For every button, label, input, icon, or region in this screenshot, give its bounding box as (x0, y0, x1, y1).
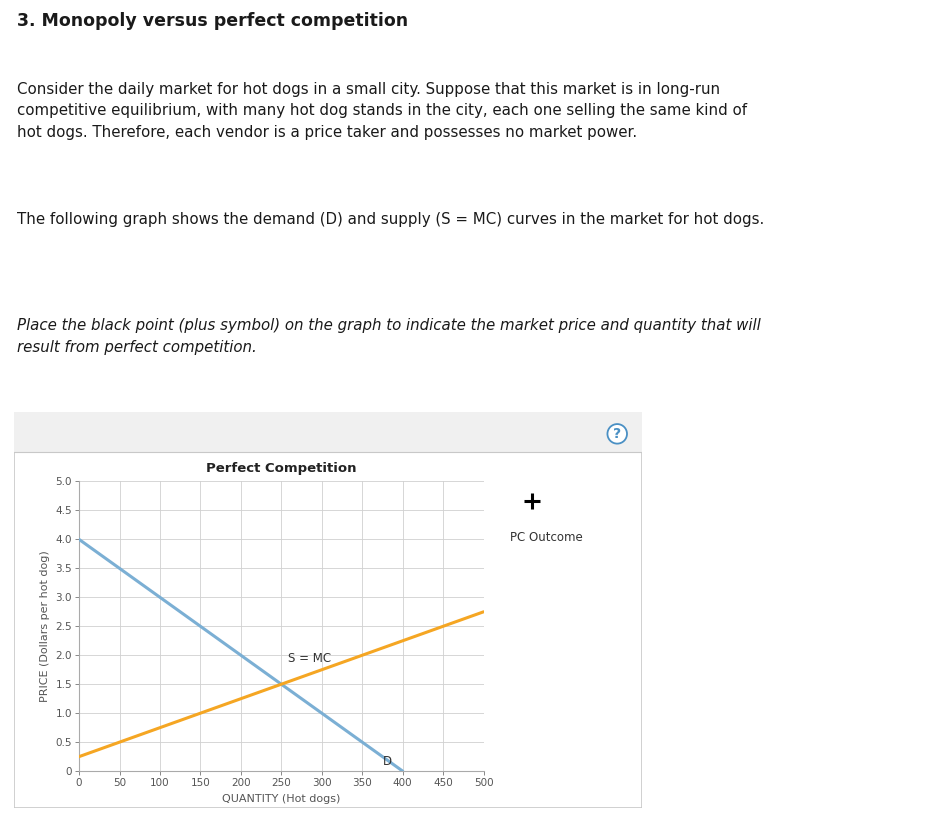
Title: Perfect Competition: Perfect Competition (206, 462, 356, 475)
Text: The following graph shows the demand (D) and supply (S = MC) curves in the marke: The following graph shows the demand (D)… (17, 212, 764, 227)
Text: 3. Monopoly versus perfect competition: 3. Monopoly versus perfect competition (17, 12, 408, 30)
X-axis label: QUANTITY (Hot dogs): QUANTITY (Hot dogs) (222, 794, 340, 804)
Text: D: D (382, 755, 392, 768)
Text: S = MC: S = MC (287, 652, 331, 665)
Y-axis label: PRICE (Dollars per hot dog): PRICE (Dollars per hot dog) (40, 551, 50, 702)
Text: ?: ? (613, 427, 621, 441)
Text: Place the black point (plus symbol) on the graph to indicate the market price an: Place the black point (plus symbol) on t… (17, 318, 761, 355)
Text: Consider the daily market for hot dogs in a small city. Suppose that this market: Consider the daily market for hot dogs i… (17, 82, 747, 140)
FancyBboxPatch shape (14, 412, 642, 808)
Text: PC Outcome: PC Outcome (510, 531, 582, 543)
Bar (14, 412, 642, 451)
